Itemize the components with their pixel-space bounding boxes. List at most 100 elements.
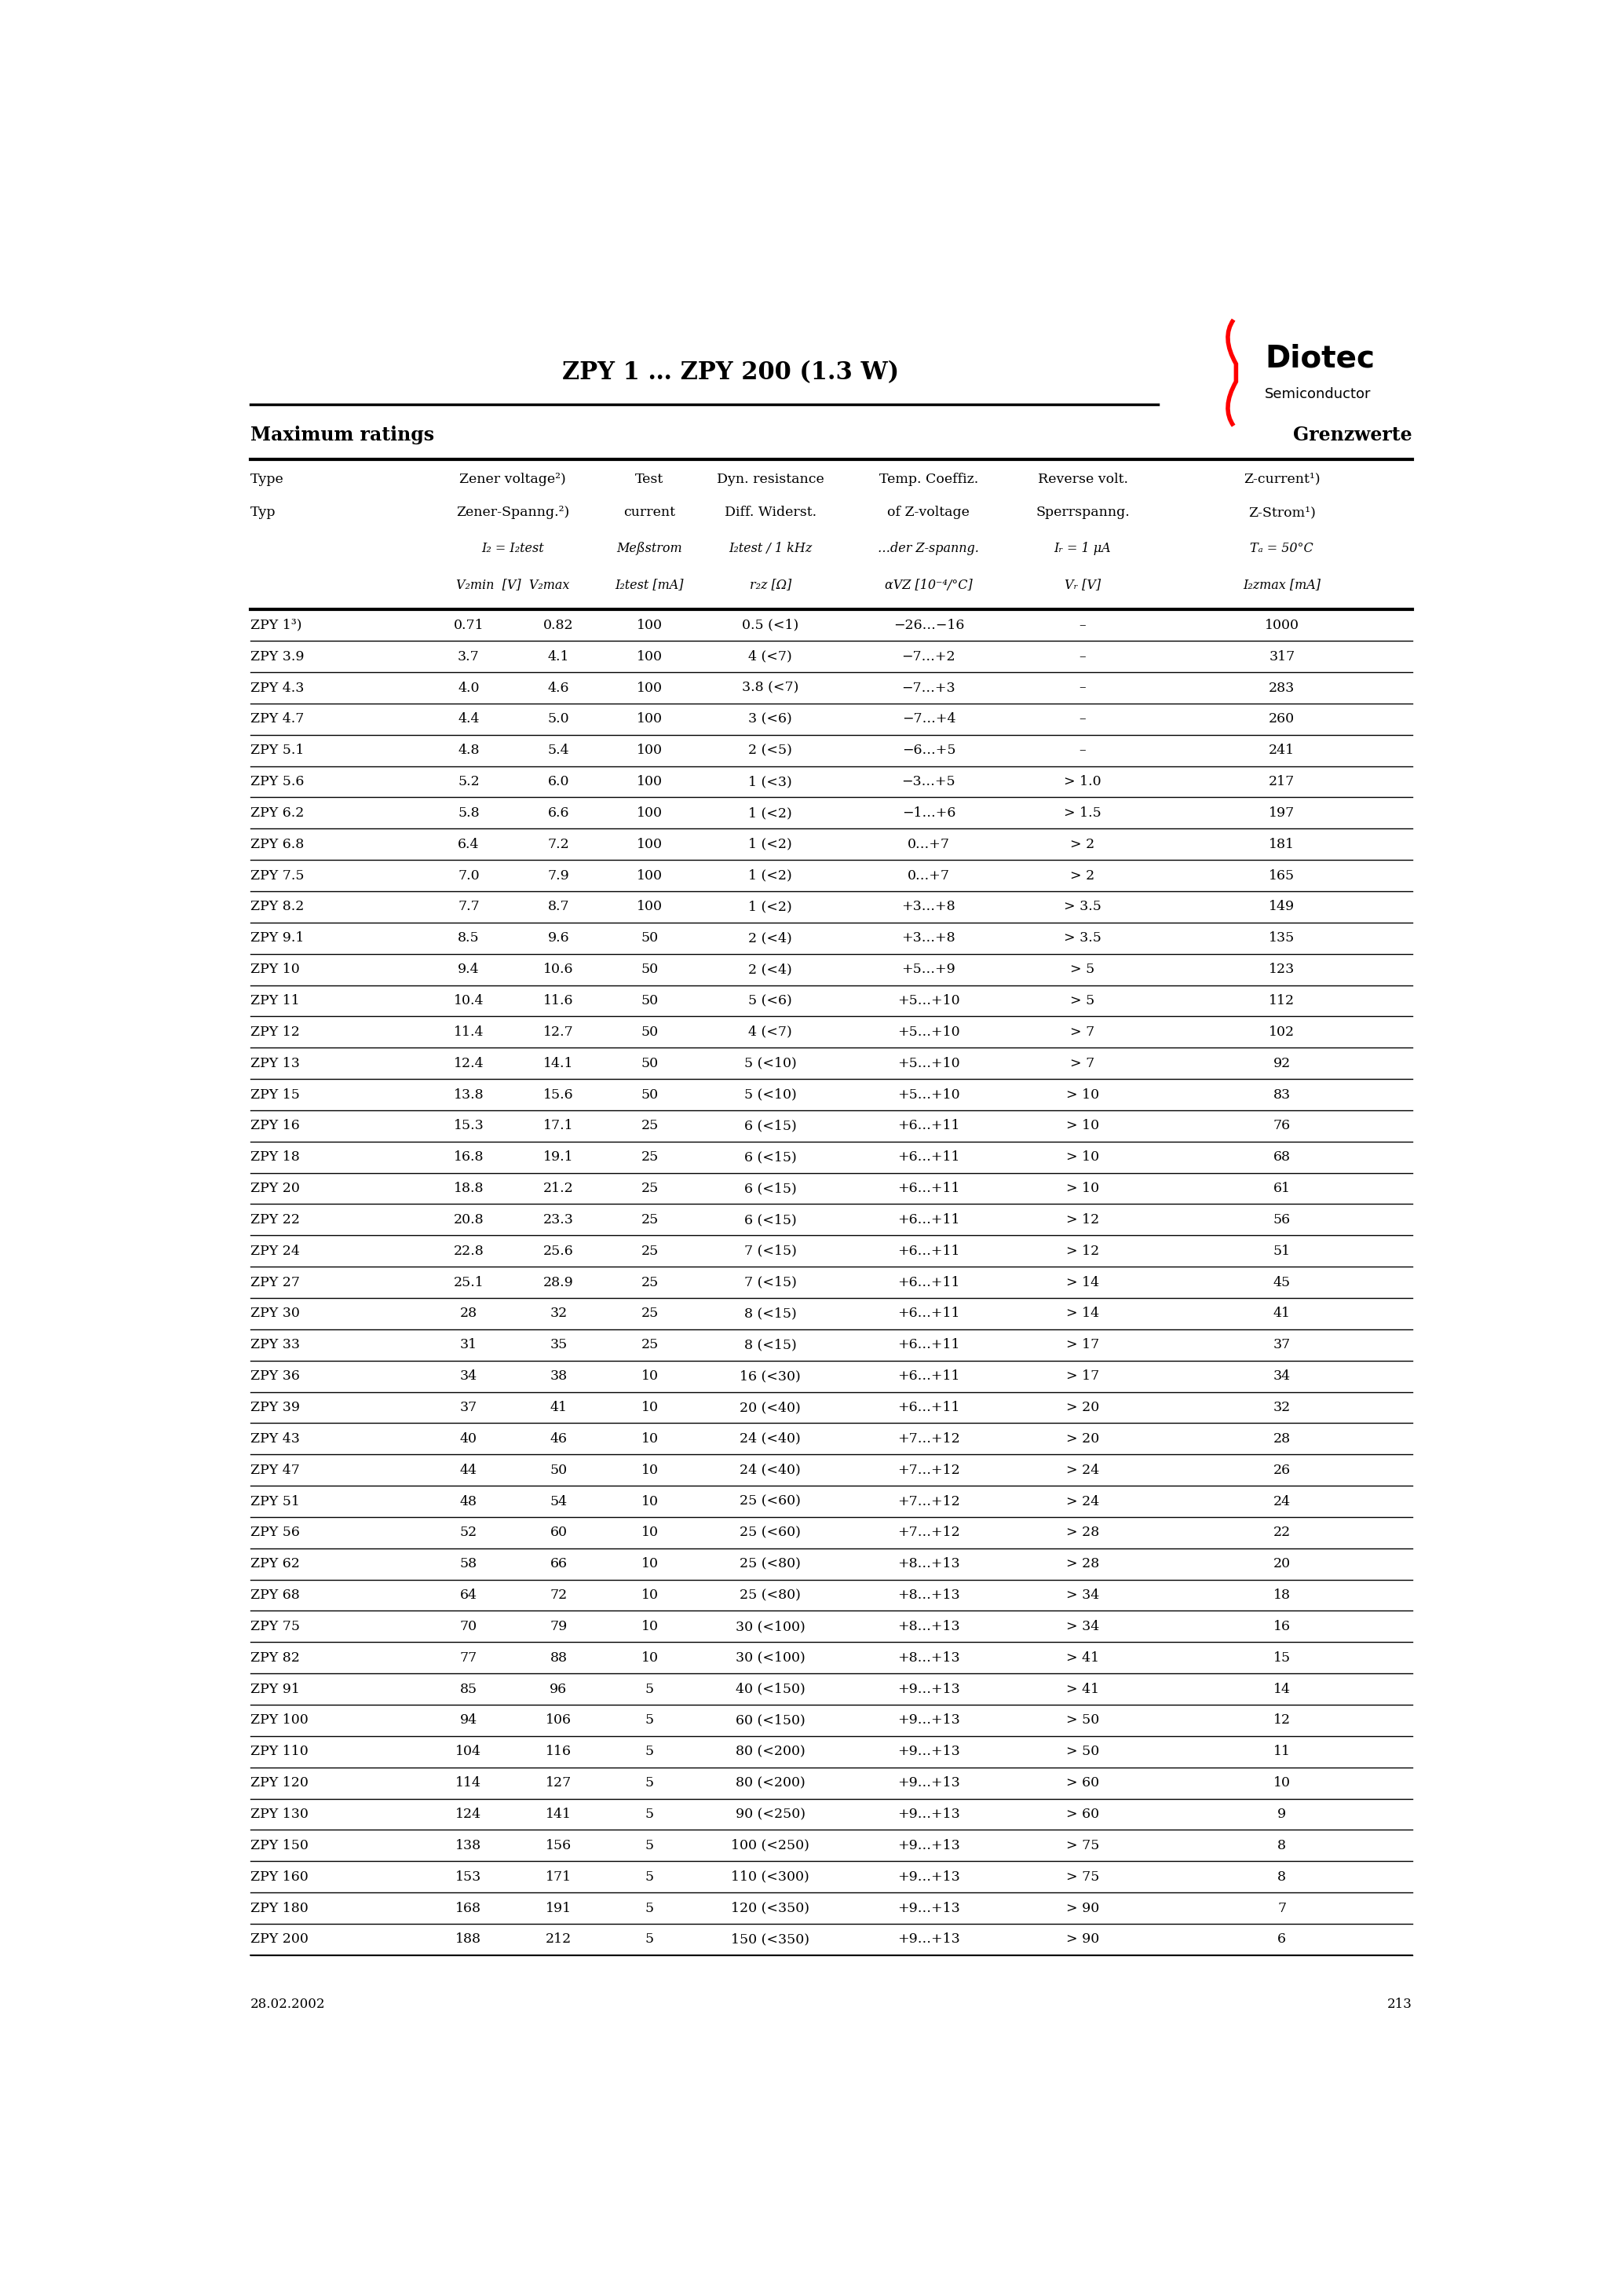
Text: 12: 12 — [1273, 1713, 1291, 1727]
Text: Z-current¹): Z-current¹) — [1244, 473, 1320, 487]
Text: 20.8: 20.8 — [454, 1212, 483, 1226]
Text: ZPY 5.1: ZPY 5.1 — [250, 744, 305, 758]
Text: > 60: > 60 — [1066, 1777, 1100, 1789]
Text: 83: 83 — [1273, 1088, 1291, 1102]
Text: 5: 5 — [646, 1871, 654, 1883]
Text: > 34: > 34 — [1066, 1589, 1100, 1603]
Text: 10: 10 — [641, 1589, 659, 1603]
Text: > 14: > 14 — [1066, 1277, 1100, 1288]
Text: > 10: > 10 — [1066, 1182, 1100, 1196]
Text: +5…+10: +5…+10 — [897, 1088, 960, 1102]
Text: 112: 112 — [1268, 994, 1294, 1008]
Text: > 20: > 20 — [1066, 1433, 1100, 1446]
Text: 114: 114 — [456, 1777, 482, 1789]
Text: 6.0: 6.0 — [548, 776, 569, 788]
Text: ZPY 180: ZPY 180 — [250, 1901, 308, 1915]
Text: 16.8: 16.8 — [454, 1150, 483, 1164]
Text: +9…+13: +9…+13 — [897, 1933, 960, 1947]
Text: 127: 127 — [545, 1777, 571, 1789]
Text: I₂ = I₂test: I₂ = I₂test — [482, 542, 543, 556]
Text: r₂z [Ω]: r₂z [Ω] — [749, 579, 792, 592]
Text: > 1.5: > 1.5 — [1064, 806, 1101, 820]
Text: 16: 16 — [1273, 1621, 1291, 1632]
Text: 150 (<350): 150 (<350) — [732, 1933, 809, 1947]
Text: 70: 70 — [461, 1621, 477, 1632]
Text: 12.4: 12.4 — [454, 1056, 483, 1070]
Text: −1…+6: −1…+6 — [902, 806, 955, 820]
Text: −3…+5: −3…+5 — [902, 776, 955, 788]
Text: 9.6: 9.6 — [548, 932, 569, 946]
Text: 15.3: 15.3 — [454, 1118, 483, 1132]
Text: 3.8 (<7): 3.8 (<7) — [741, 682, 798, 696]
Text: 10: 10 — [641, 1463, 659, 1476]
Text: ZPY 24: ZPY 24 — [250, 1244, 300, 1258]
Text: > 24: > 24 — [1066, 1463, 1100, 1476]
Text: 40: 40 — [461, 1433, 477, 1446]
Text: 58: 58 — [461, 1557, 477, 1570]
Text: > 50: > 50 — [1066, 1713, 1100, 1727]
Text: 5: 5 — [646, 1807, 654, 1821]
Text: 37: 37 — [461, 1401, 477, 1414]
Text: 4 (<7): 4 (<7) — [748, 1026, 792, 1038]
Text: 104: 104 — [456, 1745, 482, 1759]
Text: ZPY 82: ZPY 82 — [250, 1651, 300, 1665]
Text: 5: 5 — [646, 1901, 654, 1915]
Text: 168: 168 — [456, 1901, 482, 1915]
Text: 100: 100 — [637, 712, 662, 726]
Text: 26: 26 — [1273, 1463, 1291, 1476]
Text: > 7: > 7 — [1071, 1026, 1095, 1038]
Text: 31: 31 — [461, 1339, 477, 1352]
Text: 66: 66 — [550, 1557, 568, 1570]
Text: 18.8: 18.8 — [454, 1182, 483, 1196]
Text: 41: 41 — [1273, 1306, 1291, 1320]
Text: 1 (<2): 1 (<2) — [748, 806, 792, 820]
Text: 11.4: 11.4 — [454, 1026, 483, 1038]
Text: 5.2: 5.2 — [457, 776, 480, 788]
Text: ZPY 18: ZPY 18 — [250, 1150, 300, 1164]
Text: –: – — [1079, 650, 1087, 664]
Text: > 90: > 90 — [1066, 1933, 1100, 1947]
Text: Iᵣ = 1 μA: Iᵣ = 1 μA — [1054, 542, 1111, 556]
Text: …der Z-spanng.: …der Z-spanng. — [878, 542, 980, 556]
Text: 4.8: 4.8 — [457, 744, 480, 758]
Text: ZPY 200: ZPY 200 — [250, 1933, 308, 1947]
Text: 4 (<7): 4 (<7) — [748, 650, 792, 664]
Text: 5.8: 5.8 — [457, 806, 480, 820]
Text: 100: 100 — [637, 744, 662, 758]
Text: > 34: > 34 — [1066, 1621, 1100, 1632]
Text: +9…+13: +9…+13 — [897, 1901, 960, 1915]
Text: 6.6: 6.6 — [548, 806, 569, 820]
Text: ZPY 39: ZPY 39 — [250, 1401, 300, 1414]
Text: 5: 5 — [646, 1839, 654, 1853]
Text: +5…+10: +5…+10 — [897, 1056, 960, 1070]
Text: 10: 10 — [641, 1433, 659, 1446]
Text: 25: 25 — [641, 1118, 659, 1132]
Text: 2 (<5): 2 (<5) — [748, 744, 792, 758]
Text: V₂min  [V]  V₂max: V₂min [V] V₂max — [456, 579, 569, 592]
Text: 50: 50 — [550, 1463, 568, 1476]
Text: 171: 171 — [545, 1871, 571, 1883]
Text: 9.4: 9.4 — [457, 962, 480, 976]
Text: ZPY 11: ZPY 11 — [250, 994, 300, 1008]
Text: +9…+13: +9…+13 — [897, 1713, 960, 1727]
Text: 44: 44 — [461, 1463, 477, 1476]
Text: 5 (<10): 5 (<10) — [744, 1088, 796, 1102]
Text: −7…+4: −7…+4 — [902, 712, 955, 726]
Text: 50: 50 — [641, 1026, 659, 1038]
Text: +6…+11: +6…+11 — [897, 1306, 960, 1320]
Text: current: current — [624, 505, 675, 519]
Text: 80 (<200): 80 (<200) — [735, 1777, 805, 1789]
Text: 212: 212 — [545, 1933, 571, 1947]
Text: 10.4: 10.4 — [454, 994, 483, 1008]
Text: 60: 60 — [550, 1527, 568, 1538]
Text: –: – — [1079, 712, 1087, 726]
Text: Semiconductor: Semiconductor — [1265, 388, 1371, 402]
Text: 7 (<15): 7 (<15) — [744, 1277, 796, 1288]
Text: 25: 25 — [641, 1150, 659, 1164]
Text: 0.71: 0.71 — [454, 618, 483, 631]
Text: 1000: 1000 — [1265, 618, 1299, 631]
Text: 1 (<2): 1 (<2) — [748, 900, 792, 914]
Text: 50: 50 — [641, 932, 659, 946]
Text: ZPY 15: ZPY 15 — [250, 1088, 300, 1102]
Text: Type: Type — [250, 473, 284, 487]
